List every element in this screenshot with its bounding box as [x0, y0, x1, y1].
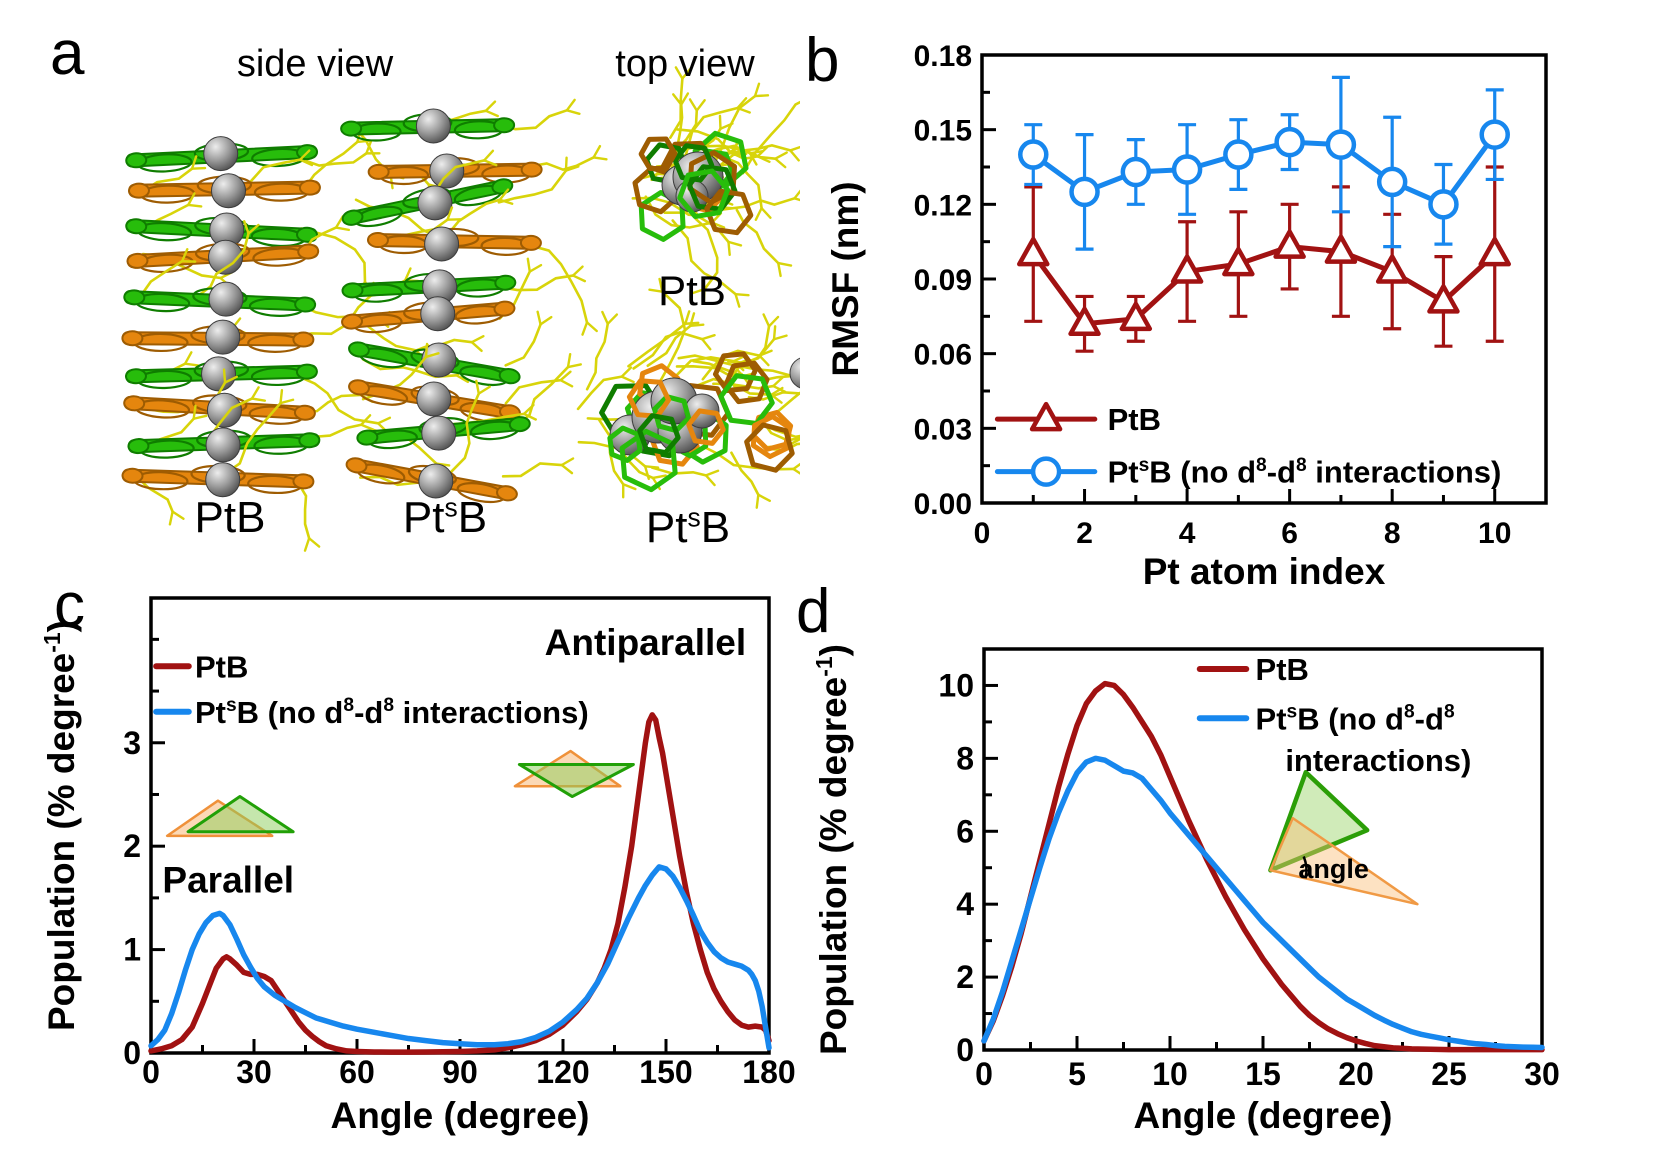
- svg-text:6: 6: [1281, 517, 1298, 550]
- panel-a-structures: a side view top view PtB PtsB PtB PtsB: [30, 15, 800, 570]
- label-ptb-top-view: PtB: [658, 267, 726, 314]
- svg-text:0.18: 0.18: [914, 40, 972, 73]
- label-ptb-side-view: PtB: [194, 493, 266, 542]
- panel-letter-c: c: [54, 571, 85, 640]
- side-view-title: side view: [236, 43, 394, 85]
- label-ptsb-side-view: PtsB: [402, 492, 488, 542]
- svg-text:4: 4: [956, 886, 974, 922]
- svg-text:0.03: 0.03: [914, 413, 972, 446]
- svg-text:0: 0: [142, 1054, 160, 1090]
- molecular-structures-graphic: [121, 66, 800, 552]
- panel-b-rmsf-chart: 0 2 4 6 8 10 0.00 0.03 0.06 0.09 0.12 0.15 0.18 Pt at…: [800, 20, 1665, 620]
- svg-text:5: 5: [1068, 1056, 1086, 1092]
- svg-text:0.00: 0.00: [914, 488, 972, 521]
- svg-text:20: 20: [1338, 1056, 1374, 1092]
- svg-text:RMSF (nm): RMSF (nm): [825, 181, 866, 376]
- svg-text:angle: angle: [1298, 854, 1369, 884]
- svg-text:8: 8: [1384, 517, 1401, 550]
- svg-text:90: 90: [442, 1054, 478, 1090]
- svg-text:2: 2: [956, 959, 974, 995]
- svg-text:PtsB (no d8-d8 interactions): PtsB (no d8-d8 interactions): [1108, 455, 1502, 490]
- svg-text:Antiparallel: Antiparallel: [545, 622, 747, 663]
- svg-text:6: 6: [956, 813, 974, 849]
- svg-text:Population (% degree-1): Population (% degree-1): [40, 620, 82, 1031]
- svg-text:PtB: PtB: [1108, 402, 1161, 437]
- svg-text:interactions): interactions): [1285, 743, 1471, 778]
- svg-text:0: 0: [123, 1035, 141, 1071]
- svg-text:3: 3: [123, 725, 141, 761]
- angle-distribution-chart: 0 30 60 90 120 150 180 0 1 2 3 Angle (degree) Popula…: [40, 596, 796, 1136]
- rmsf-chart: 0 2 4 6 8 10 0.00 0.03 0.06 0.09 0.12 0.15 0.18 Pt at…: [825, 40, 1548, 592]
- svg-text:10: 10: [1478, 517, 1511, 550]
- svg-text:60: 60: [339, 1054, 375, 1090]
- svg-text:PtB: PtB: [195, 649, 248, 684]
- top-view-title: top view: [615, 43, 755, 85]
- svg-text:0.12: 0.12: [914, 189, 972, 222]
- panel-d-tilt-angle-chart: 0 5 10 15 20 25 30 0 2 4 6 8 10 Angle (degree) Populat…: [790, 575, 1665, 1152]
- svg-text:Parallel: Parallel: [162, 860, 294, 901]
- svg-text:30: 30: [1524, 1056, 1560, 1092]
- svg-text:PtB: PtB: [1256, 652, 1309, 687]
- svg-text:0: 0: [956, 1032, 974, 1068]
- svg-text:0: 0: [975, 1056, 993, 1092]
- panel-letter-b: b: [805, 26, 840, 95]
- svg-text:0.09: 0.09: [914, 264, 972, 297]
- svg-text:2: 2: [123, 828, 141, 864]
- svg-text:10: 10: [938, 667, 974, 703]
- svg-text:10: 10: [1152, 1056, 1188, 1092]
- svg-text:Angle (degree): Angle (degree): [1133, 1095, 1392, 1136]
- svg-text:Angle (degree): Angle (degree): [330, 1095, 589, 1136]
- svg-text:1: 1: [123, 932, 141, 968]
- svg-text:Pt atom index: Pt atom index: [1143, 551, 1386, 592]
- svg-text:0.06: 0.06: [914, 339, 972, 372]
- svg-text:Population (% degree-1): Population (% degree-1): [811, 644, 854, 1055]
- panel-c-angle-distribution-chart: 0 30 60 90 120 150 180 0 1 2 3 Angle (degree) Popula…: [40, 575, 800, 1152]
- svg-text:150: 150: [639, 1054, 692, 1090]
- svg-text:2: 2: [1076, 517, 1093, 550]
- panel-letter-a: a: [50, 19, 85, 88]
- panel-letter-d: d: [796, 577, 831, 646]
- svg-text:PtsB (no d8-d8: PtsB (no d8-d8: [1256, 701, 1455, 736]
- svg-text:PtsB (no d8-d8 interactions): PtsB (no d8-d8 interactions): [195, 695, 589, 730]
- svg-text:15: 15: [1245, 1056, 1281, 1092]
- svg-text:180: 180: [742, 1054, 795, 1090]
- svg-text:4: 4: [1179, 517, 1196, 550]
- svg-text:30: 30: [236, 1054, 272, 1090]
- svg-text:120: 120: [536, 1054, 589, 1090]
- svg-text:8: 8: [956, 740, 974, 776]
- label-ptsb-top-view: PtsB: [645, 502, 731, 552]
- svg-text:0.15: 0.15: [914, 115, 972, 148]
- svg-text:0: 0: [974, 517, 991, 550]
- svg-text:25: 25: [1431, 1056, 1467, 1092]
